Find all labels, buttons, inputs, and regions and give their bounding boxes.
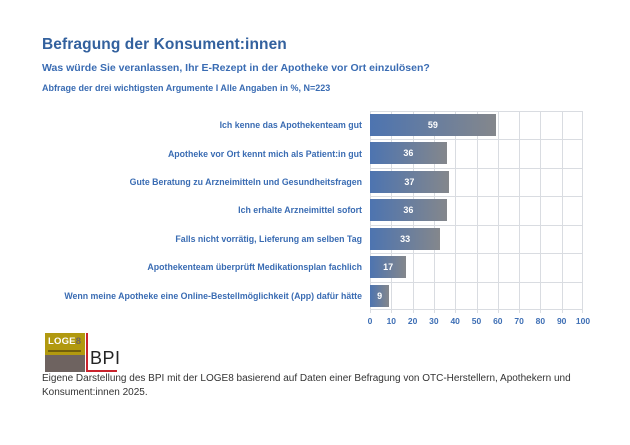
- category-label: Falls nicht vorrätig, Lieferung am selbe…: [175, 233, 362, 244]
- x-axis-tick-label: 30: [429, 316, 439, 326]
- loge8-tagline-strip: [48, 349, 81, 352]
- bar-value-label: 59: [427, 120, 438, 130]
- bar: 33: [370, 227, 441, 250]
- gridline-vertical: [455, 111, 457, 310]
- bar: 59: [370, 114, 496, 136]
- chart-header: Befragung der Konsument:innen Was würde …: [42, 36, 430, 93]
- x-axis-tick-label: 10: [386, 316, 397, 326]
- gridline-vertical: [561, 111, 563, 310]
- x-axis-tick-label: 90: [556, 316, 567, 326]
- x-axis-tickmark: [582, 310, 583, 313]
- gridline-vertical: [582, 111, 583, 310]
- bar: 17: [370, 256, 407, 279]
- x-axis-tickmark: [412, 310, 414, 313]
- bar: 36: [370, 199, 447, 222]
- x-axis-tick-label: 100: [575, 316, 591, 326]
- loge8-logo-bottom: [45, 355, 85, 372]
- x-axis-tickmark: [391, 310, 393, 313]
- x-axis-tickmark: [370, 310, 371, 313]
- bar-value-label: 37: [404, 176, 415, 187]
- bpi-logo: BPI: [86, 333, 126, 373]
- bpi-logo-text: BPI: [90, 348, 121, 368]
- category-label: Ich erhalte Arzneimittel sofort: [238, 205, 362, 216]
- gridline-vertical: [540, 111, 542, 310]
- x-axis-tick-label: 70: [514, 316, 524, 326]
- bar-value-label: 36: [403, 148, 414, 159]
- x-axis-tick-label: 80: [535, 316, 546, 326]
- chart-subtitle-question: Was würde Sie veranlassen, Ihr E-Rezept …: [42, 62, 430, 74]
- x-axis: 0 10 20 30 40 50 60 70 80 90 100: [367, 310, 590, 330]
- bar: 36: [370, 142, 447, 165]
- category-label: Apotheke vor Ort kennt mich als Patient:…: [167, 148, 362, 159]
- x-axis-tick-label: 60: [493, 316, 503, 326]
- x-axis-tick-label: 50: [471, 316, 482, 326]
- bar-value-label: 33: [400, 233, 411, 244]
- category-label: Gute Beratung zu Arzneimitteln und Gesun…: [129, 177, 362, 188]
- bpi-logo-vertical-line: [86, 333, 88, 372]
- chart-subtitle-note: Abfrage der drei wichtigsten Argumente I…: [42, 83, 331, 93]
- x-axis-tickmark: [455, 310, 457, 313]
- x-axis-tickmark: [519, 310, 521, 313]
- x-axis-tick-label: 20: [407, 316, 418, 326]
- gridline-vertical: [476, 111, 478, 310]
- page-title: Befragung der Konsument:innen: [42, 36, 287, 53]
- x-axis-tickmark: [497, 310, 499, 313]
- bar-value-label: 17: [383, 262, 394, 273]
- x-axis-tickmark: [540, 310, 542, 313]
- bar: 9: [370, 284, 390, 307]
- x-axis-tickmark: [476, 310, 478, 313]
- gridline-vertical: [519, 111, 521, 310]
- plot-area: 59 36 37 36 33 17 9: [370, 111, 583, 310]
- bar-chart: Ich kenne das Apothekenteam gut Apotheke …: [20, 111, 590, 330]
- category-label: Ich kenne das Apothekenteam gut: [219, 120, 362, 131]
- bar-value-label: 36: [403, 205, 414, 216]
- x-axis-tick-label: 0: [367, 316, 373, 326]
- gridline-vertical: [497, 111, 499, 310]
- bar: 37: [370, 170, 449, 193]
- x-axis-tick-label: 40: [450, 316, 460, 326]
- loge8-logo-text: LOGE8: [48, 336, 82, 347]
- loge8-logo-top: LOGE8: [45, 333, 85, 355]
- source-note: Eigene Darstellung des BPI mit der LOGE8…: [42, 373, 571, 398]
- category-label: Wenn meine Apotheke eine Online-Bestellm…: [64, 290, 362, 301]
- category-label: Apothekenteam überprüft Medikationsplan …: [147, 262, 362, 273]
- category-labels-column: Ich kenne das Apothekenteam gut Apotheke …: [20, 111, 362, 310]
- x-axis-tickmark: [561, 310, 563, 313]
- x-axis-tickmark: [433, 310, 435, 313]
- loge8-logo: LOGE8: [45, 333, 85, 372]
- bar-value-label: 9: [377, 290, 383, 301]
- bpi-logo-horizontal-line: [86, 370, 117, 372]
